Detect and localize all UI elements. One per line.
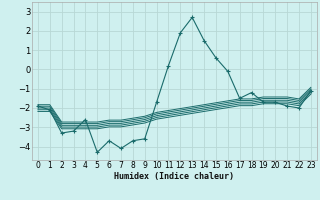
X-axis label: Humidex (Indice chaleur): Humidex (Indice chaleur) xyxy=(115,172,234,181)
